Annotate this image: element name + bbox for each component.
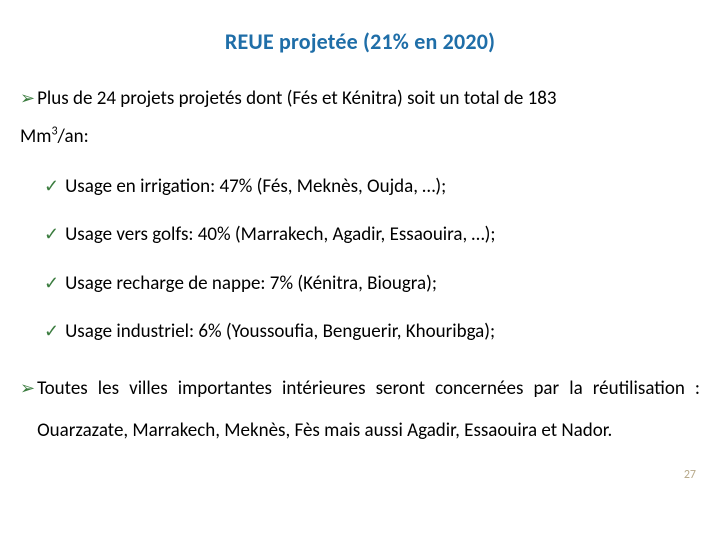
list-item-text: Usage recharge de nappe: 7% (Kénitra, Bi… bbox=[65, 271, 437, 298]
paragraph-1: ➢ Plus de 24 projets projetés dont (Fés … bbox=[20, 83, 700, 115]
list-item: ✓ Usage industriel: 6% (Youssoufia, Beng… bbox=[44, 319, 700, 346]
paragraph-2-text: Toutes les villes importantes intérieure… bbox=[37, 368, 700, 452]
list-item-text: Usage industriel: 6% (Youssoufia, Bengue… bbox=[65, 319, 495, 346]
check-icon: ✓ bbox=[44, 319, 59, 344]
arrow-bullet-icon: ➢ bbox=[20, 373, 35, 404]
paragraph-1-continuation: Mm3/an: bbox=[20, 121, 700, 153]
mm3-post: /an: bbox=[58, 125, 89, 148]
page-title: REUE projetée (21% en 2020) bbox=[20, 28, 700, 55]
arrow-bullet-icon: ➢ bbox=[20, 83, 35, 114]
list-item: ✓ Usage en irrigation: 47% (Fés, Meknès,… bbox=[44, 174, 700, 201]
mm3-pre: Mm bbox=[20, 125, 51, 148]
paragraph-2: ➢ Toutes les villes importantes intérieu… bbox=[20, 368, 700, 452]
check-icon: ✓ bbox=[44, 271, 59, 296]
page-number: 27 bbox=[684, 468, 696, 482]
paragraph-1-lead: Plus de 24 projets projetés dont (Fés et… bbox=[37, 83, 700, 115]
list-item: ✓ Usage recharge de nappe: 7% (Kénitra, … bbox=[44, 271, 700, 298]
list-item-text: Usage en irrigation: 47% (Fés, Meknès, O… bbox=[65, 174, 446, 201]
check-icon: ✓ bbox=[44, 222, 59, 247]
list-item-text: Usage vers golfs: 40% (Marrakech, Agadir… bbox=[65, 222, 495, 249]
check-list: ✓ Usage en irrigation: 47% (Fés, Meknès,… bbox=[44, 174, 700, 346]
check-icon: ✓ bbox=[44, 174, 59, 199]
list-item: ✓ Usage vers golfs: 40% (Marrakech, Agad… bbox=[44, 222, 700, 249]
